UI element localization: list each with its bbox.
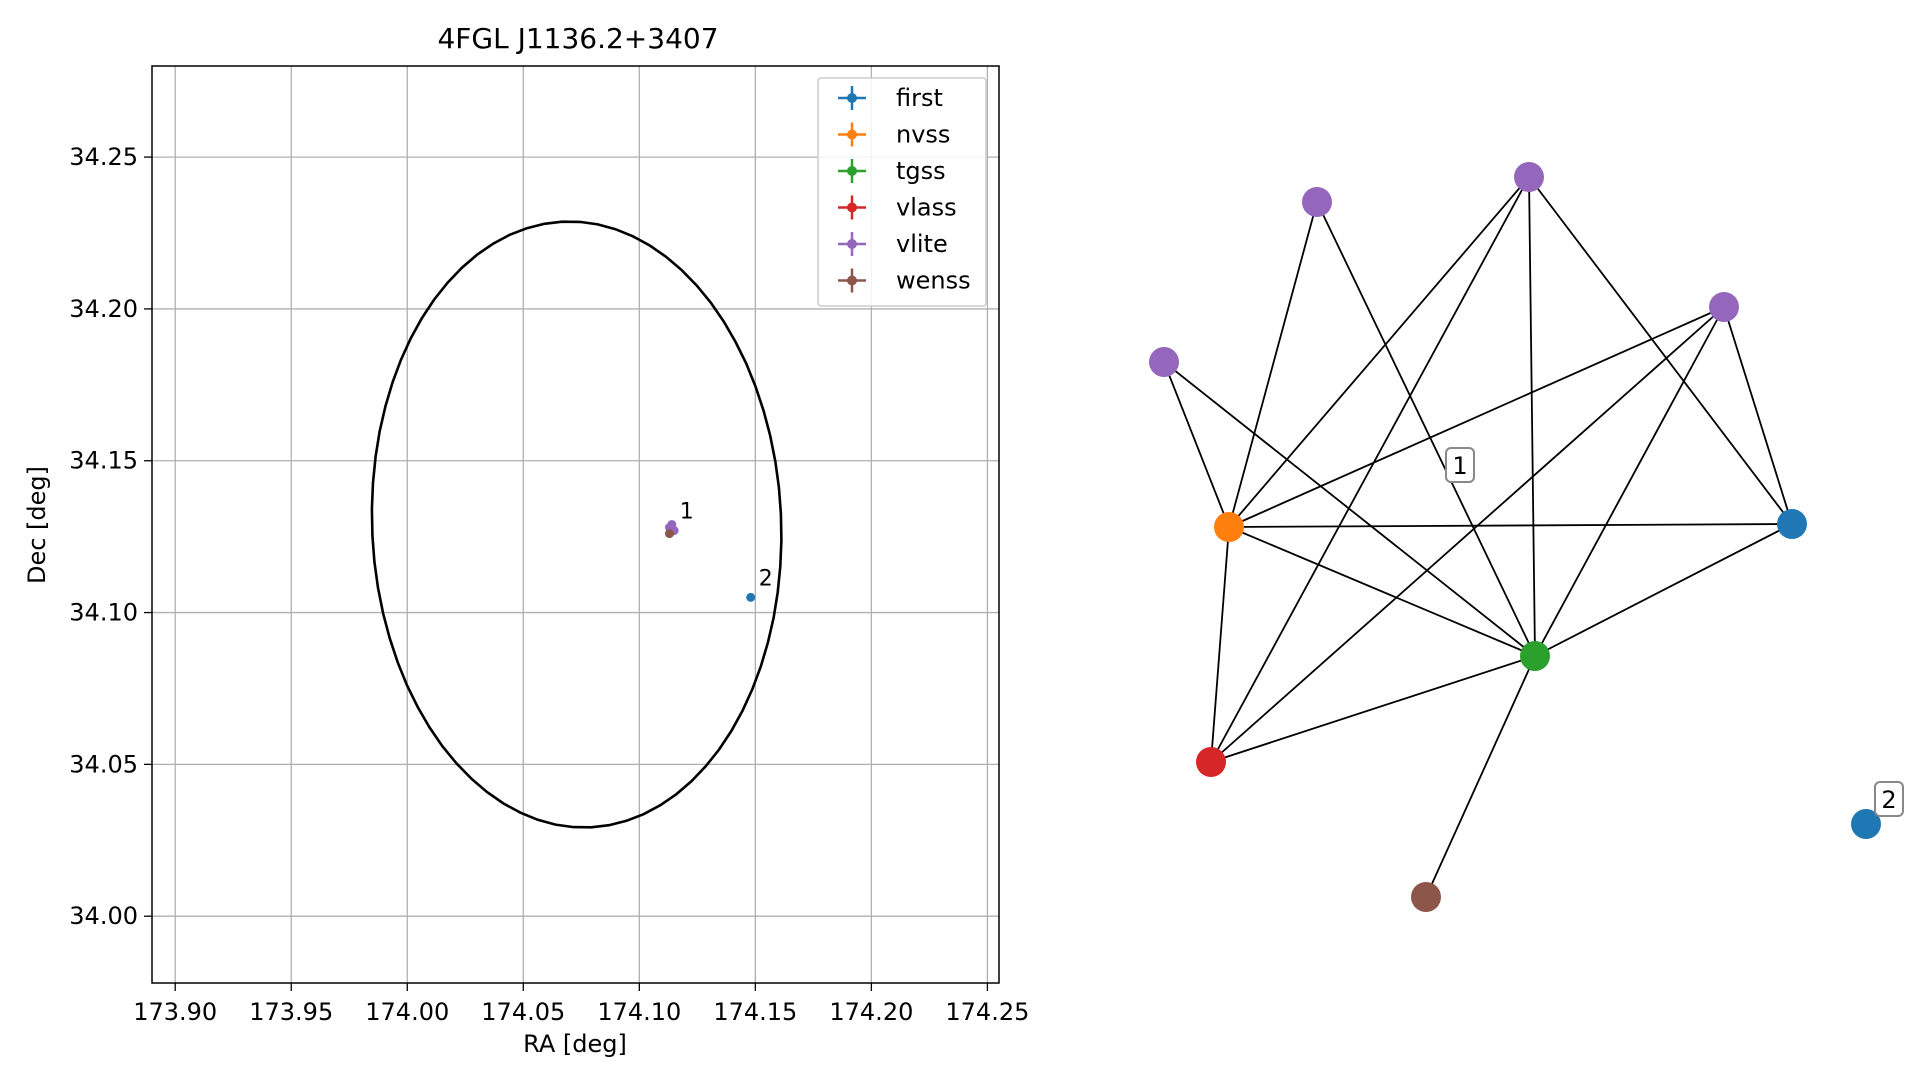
uncertainty-ellipse-layer: [370, 220, 783, 829]
graph-node-first: [1777, 509, 1807, 539]
legend-entry: wenss: [838, 267, 971, 295]
legend-entry: nvss: [838, 121, 950, 149]
x-axis-label: RA [deg]: [523, 1030, 627, 1058]
graph-edge: [1228, 526, 1536, 657]
legend-entry: vlass: [838, 194, 957, 222]
plot-frame: [151, 65, 1000, 984]
graph-edge: [1210, 655, 1536, 763]
graph-node-wenss: [1411, 882, 1441, 912]
x-tick-label: 174.00: [365, 998, 449, 1026]
graph-edge: [1425, 655, 1536, 898]
graph-node-vlite: [1149, 347, 1179, 377]
graph-edge: [1534, 523, 1793, 657]
group-label-box: [1445, 447, 1475, 483]
legend-entry: vlite: [838, 230, 948, 258]
legend-label: vlite: [896, 230, 948, 258]
x-tick-label: 174.25: [945, 998, 1029, 1026]
graph-node-first: [1851, 809, 1881, 839]
legend-marker-dot: [847, 129, 857, 140]
graph-node-nvss: [1214, 512, 1244, 542]
graph-edge: [1228, 523, 1793, 528]
graph-edge: [1163, 361, 1230, 528]
data-point-vlite: [667, 520, 677, 529]
x-axis-ticks: 173.90 173.95 174.00 174.05 174.10 174.15 174.…: [133, 983, 1029, 1026]
graph-edge: [1528, 176, 1793, 525]
legend-entry: tgss: [838, 157, 946, 185]
group-label: 2: [1874, 781, 1904, 817]
graph-edge: [1210, 176, 1530, 763]
graph-node-vlite: [1302, 187, 1332, 217]
legend-label: tgss: [896, 157, 946, 185]
group-label-text: 1: [1452, 452, 1467, 480]
plot-title: 4FGL J1136.2+3407: [437, 22, 718, 55]
graph-edges: [1163, 176, 1793, 898]
data-point-first: [746, 592, 756, 602]
graph-edge: [1210, 526, 1230, 763]
legend-entry: first: [838, 84, 943, 112]
legend: first nvss tgss vlass vlite wenss: [817, 77, 987, 307]
legend-marker-dot: [847, 166, 857, 176]
y-tick-label: 34.25: [69, 143, 138, 171]
point-annotation: 1: [680, 500, 694, 525]
x-tick-label: 173.95: [249, 998, 333, 1026]
legend-marker-dot: [847, 93, 857, 103]
graph-edge: [1228, 306, 1725, 528]
graph-edge: [1316, 201, 1536, 657]
point-annotation: 2: [759, 566, 773, 591]
graph-node-vlite: [1709, 292, 1739, 322]
data-point-wenss: [664, 529, 674, 539]
graph-node-tgss: [1520, 641, 1550, 671]
group-label: 1: [1445, 447, 1475, 483]
graph-edge: [1228, 201, 1318, 528]
legend-label: wenss: [896, 267, 971, 295]
match-network-graph: 12: [1149, 162, 1904, 912]
legend-label: vlass: [896, 194, 957, 222]
legend-label: nvss: [896, 121, 950, 149]
data-points: [664, 520, 756, 602]
y-tick-label: 34.20: [69, 295, 138, 323]
group-label-text: 2: [1881, 786, 1896, 814]
uncertainty-ellipse: [370, 220, 783, 829]
graph-edge: [1210, 306, 1725, 763]
graph-nodes: [1149, 162, 1881, 912]
graph-node-vlass: [1196, 747, 1226, 777]
y-tick-label: 34.15: [69, 447, 138, 475]
y-axis-ticks: 34.00 34.05 34.10 34.15 34.20 34.25: [69, 143, 152, 930]
y-tick-label: 34.00: [69, 902, 138, 930]
y-tick-label: 34.10: [69, 599, 138, 627]
point-annotations: 12: [680, 500, 773, 592]
x-tick-label: 174.15: [713, 998, 797, 1026]
legend-marker-dot: [847, 239, 857, 249]
x-tick-label: 174.10: [597, 998, 681, 1026]
legend-marker-dot: [847, 275, 857, 286]
group-label-box: [1874, 781, 1904, 817]
x-tick-label: 174.20: [829, 998, 913, 1026]
graph-edge: [1723, 306, 1793, 525]
x-tick-label: 174.05: [481, 998, 565, 1026]
legend-marker-dot: [847, 202, 857, 213]
graph-node-vlite: [1514, 162, 1544, 192]
graph-edge: [1228, 176, 1530, 528]
graph-edge: [1528, 176, 1536, 657]
graph-group-labels: 12: [1445, 447, 1904, 817]
graph-edge: [1534, 306, 1725, 657]
sky-position-plot: 4FGL J1136.2+3407 12 173.90 173.95 174.00 1…: [23, 22, 1029, 1058]
y-tick-label: 34.05: [69, 750, 138, 778]
x-tick-label: 173.90: [133, 998, 217, 1026]
y-axis-label: Dec [deg]: [23, 466, 51, 584]
legend-label: first: [896, 84, 943, 112]
